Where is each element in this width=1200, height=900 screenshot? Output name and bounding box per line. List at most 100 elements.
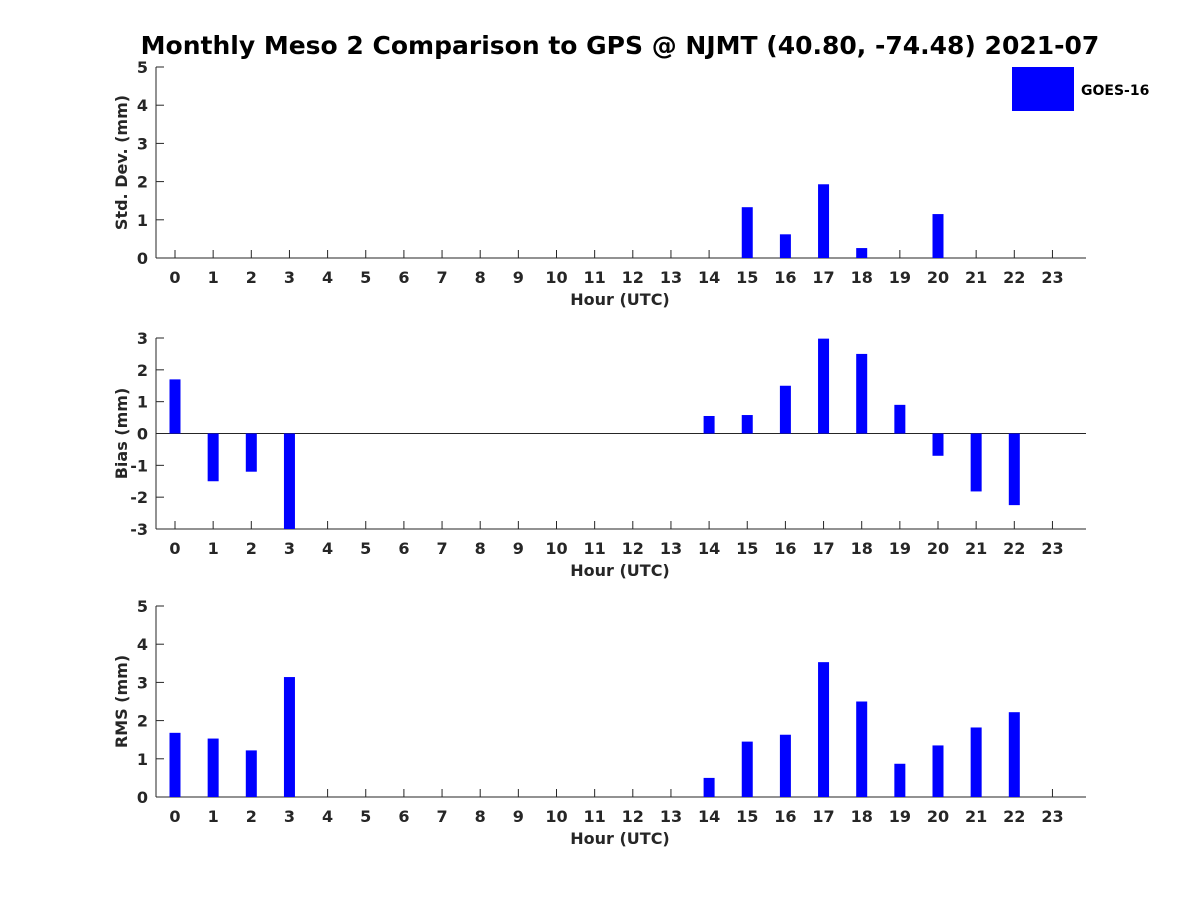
x-tick-label: 17 (812, 539, 834, 558)
bar-hour-0 (169, 379, 181, 434)
x-tick-label: 19 (889, 807, 911, 826)
x-tick-label: 18 (851, 807, 873, 826)
x-tick-label: 20 (927, 268, 949, 287)
y-axis-label: RMS (mm) (112, 655, 131, 748)
bar-hour-3 (283, 677, 295, 797)
y-tick-label: 2 (137, 173, 148, 192)
x-tick-label: 4 (322, 807, 333, 826)
bar-hour-20 (932, 214, 944, 258)
y-tick-label: 0 (137, 425, 148, 444)
x-axis-label: Hour (UTC) (570, 561, 670, 580)
x-tick-label: 23 (1041, 807, 1063, 826)
bar-hour-20 (932, 433, 944, 456)
bar-hour-22 (1008, 712, 1020, 797)
bar-hour-17 (818, 662, 830, 797)
y-tick-label: -2 (130, 488, 148, 507)
y-tick-label: 4 (137, 96, 148, 115)
x-tick-label: 5 (360, 268, 371, 287)
y-tick-label: 0 (137, 788, 148, 807)
x-tick-label: 1 (208, 807, 219, 826)
y-tick-label: -1 (130, 456, 148, 475)
x-tick-label: 19 (889, 268, 911, 287)
x-tick-label: 11 (584, 807, 606, 826)
x-tick-label: 23 (1041, 539, 1063, 558)
bar-hour-17 (818, 184, 830, 258)
x-tick-label: 3 (284, 807, 295, 826)
x-tick-label: 2 (246, 807, 257, 826)
legend-swatch (1012, 67, 1074, 111)
bar-hour-1 (207, 433, 219, 482)
x-tick-label: 22 (1003, 268, 1025, 287)
x-tick-label: 11 (584, 539, 606, 558)
x-tick-label: 7 (436, 539, 447, 558)
bar-hour-14 (703, 415, 715, 434)
x-tick-label: 13 (660, 807, 682, 826)
x-tick-label: 2 (246, 539, 257, 558)
y-tick-label: 1 (137, 211, 148, 230)
bar-hour-0 (169, 732, 181, 797)
x-tick-label: 6 (398, 539, 409, 558)
bar-hour-20 (932, 745, 944, 797)
y-tick-label: 4 (137, 635, 148, 654)
bar-hour-22 (1008, 433, 1020, 506)
x-tick-label: 12 (622, 539, 644, 558)
bar-hour-15 (741, 207, 753, 258)
y-axis-label: Bias (mm) (112, 388, 131, 480)
x-tick-label: 0 (169, 539, 180, 558)
bar-hour-1 (207, 738, 219, 797)
x-tick-label: 10 (545, 539, 567, 558)
x-tick-label: 10 (545, 807, 567, 826)
x-tick-label: 15 (736, 268, 758, 287)
bar-hour-2 (245, 750, 257, 797)
y-tick-label: -3 (130, 520, 148, 539)
y-tick-label: 1 (137, 393, 148, 412)
x-tick-label: 18 (851, 268, 873, 287)
x-tick-label: 13 (660, 539, 682, 558)
x-tick-label: 5 (360, 807, 371, 826)
bar-hour-14 (703, 777, 715, 797)
y-tick-label: 1 (137, 750, 148, 769)
y-tick-label: 5 (137, 597, 148, 616)
x-axis-label: Hour (UTC) (570, 829, 670, 848)
x-tick-label: 20 (927, 539, 949, 558)
y-tick-label: 5 (137, 58, 148, 77)
bar-hour-2 (245, 433, 257, 472)
x-tick-label: 0 (169, 807, 180, 826)
x-tick-label: 7 (436, 807, 447, 826)
y-tick-label: 3 (137, 134, 148, 153)
chart-title: Monthly Meso 2 Comparison to GPS @ NJMT … (141, 31, 1100, 60)
x-tick-label: 1 (208, 539, 219, 558)
x-tick-label: 5 (360, 539, 371, 558)
x-tick-label: 9 (513, 268, 524, 287)
bar-hour-18 (856, 248, 868, 258)
x-tick-label: 0 (169, 268, 180, 287)
bar-hour-19 (894, 404, 906, 434)
x-tick-label: 12 (622, 807, 644, 826)
bar-hour-15 (741, 741, 753, 797)
bar-hour-18 (856, 353, 868, 434)
x-tick-label: 23 (1041, 268, 1063, 287)
x-tick-label: 8 (475, 807, 486, 826)
x-tick-label: 21 (965, 539, 987, 558)
y-tick-label: 3 (137, 673, 148, 692)
x-tick-label: 3 (284, 539, 295, 558)
bar-hour-18 (856, 701, 868, 797)
x-tick-label: 4 (322, 539, 333, 558)
x-tick-label: 14 (698, 807, 720, 826)
bar-hour-16 (779, 734, 791, 797)
bar-hour-16 (779, 234, 791, 258)
x-tick-label: 12 (622, 268, 644, 287)
x-tick-label: 8 (475, 539, 486, 558)
x-tick-label: 17 (812, 268, 834, 287)
x-tick-label: 10 (545, 268, 567, 287)
y-tick-label: 2 (137, 712, 148, 731)
bar-hour-21 (970, 727, 982, 797)
x-tick-label: 19 (889, 539, 911, 558)
y-axis-label: Std. Dev. (mm) (112, 95, 131, 230)
x-tick-label: 11 (584, 268, 606, 287)
x-tick-label: 16 (774, 268, 796, 287)
x-tick-label: 3 (284, 268, 295, 287)
x-tick-label: 14 (698, 268, 720, 287)
